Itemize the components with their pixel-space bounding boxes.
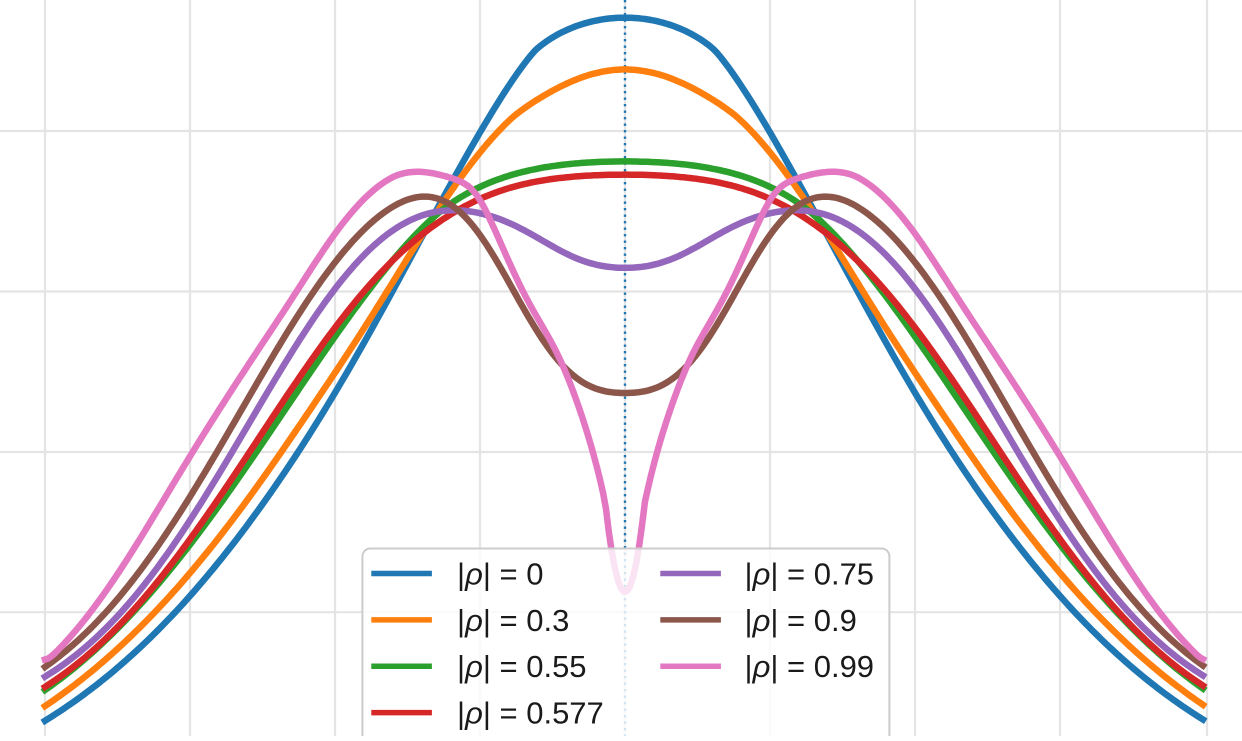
svg-text:|ρ| = 0: |ρ| = 0 <box>457 557 543 592</box>
svg-text:|ρ| = 0.99: |ρ| = 0.99 <box>745 649 875 684</box>
svg-text:|ρ| = 0.577: |ρ| = 0.577 <box>457 696 604 731</box>
svg-text:|ρ| = 0.3: |ρ| = 0.3 <box>457 603 569 638</box>
svg-text:|ρ| = 0.9: |ρ| = 0.9 <box>745 603 857 638</box>
svg-text:|ρ| = 0.75: |ρ| = 0.75 <box>745 557 875 592</box>
svg-text:|ρ| = 0.55: |ρ| = 0.55 <box>457 649 587 684</box>
